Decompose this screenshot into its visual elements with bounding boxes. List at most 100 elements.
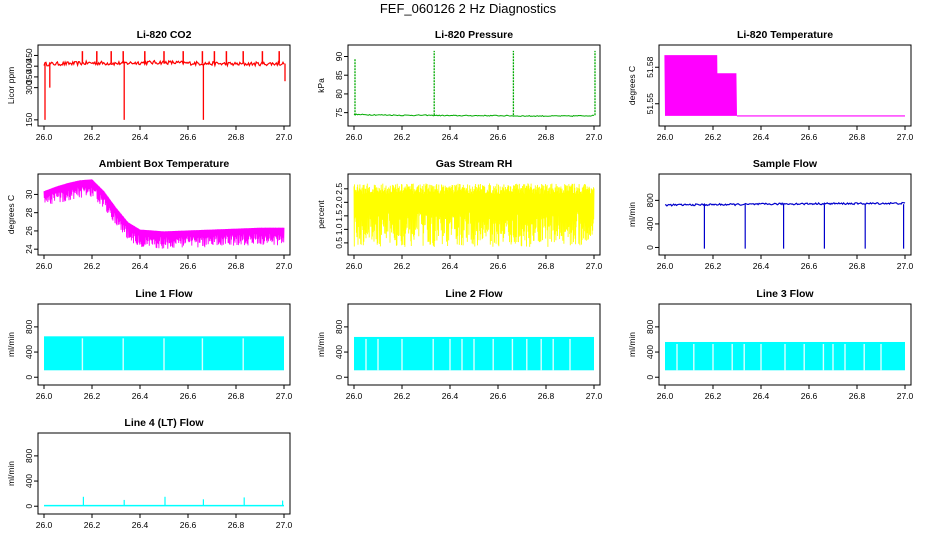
x-tick-label: 26.4 bbox=[132, 132, 149, 142]
x-axis: 26.0 26.2 26.4 26.6 26.8 27.0 bbox=[657, 126, 914, 142]
x-tick-label: 26.2 bbox=[705, 261, 722, 271]
x-axis: 26.0 26.2 26.4 26.6 26.8 27.0 bbox=[657, 255, 914, 271]
y-axis-label: ml/min bbox=[316, 332, 326, 357]
x-tick-label: 26.0 bbox=[36, 391, 53, 401]
panel-title: Gas Stream RH bbox=[436, 158, 512, 170]
plot-frame bbox=[658, 44, 912, 127]
y-tick-label: 28 bbox=[24, 208, 34, 218]
x-tick-label: 26.0 bbox=[657, 261, 674, 271]
plot-frame bbox=[37, 432, 291, 515]
x-tick-label: 26.4 bbox=[753, 391, 770, 401]
y-axis-label: Licor ppm bbox=[6, 67, 16, 104]
y-tick-label: 2.5 bbox=[334, 183, 344, 195]
y-tick-label: 30 bbox=[24, 189, 34, 199]
x-tick-label: 26.8 bbox=[538, 391, 555, 401]
x-tick-label: 26.2 bbox=[84, 132, 101, 142]
plot-frame bbox=[37, 303, 291, 386]
y-tick-label: 0 bbox=[334, 375, 344, 380]
y-tick-label: 400 bbox=[24, 345, 34, 359]
y-tick-label: 300 bbox=[24, 80, 34, 94]
y-tick-label: 150 bbox=[24, 112, 34, 126]
x-tick-label: 26.0 bbox=[346, 132, 363, 142]
y-tick-label: 85 bbox=[334, 70, 344, 80]
x-tick-label: 26.0 bbox=[346, 391, 363, 401]
x-tick-label: 27.0 bbox=[897, 261, 914, 271]
y-tick-label: 400 bbox=[645, 217, 655, 231]
x-tick-label: 26.8 bbox=[228, 391, 245, 401]
x-tick-label: 26.2 bbox=[84, 520, 101, 530]
y-axis-label: ml/min bbox=[6, 332, 16, 357]
y-axis: 0 400 800 bbox=[24, 320, 38, 380]
plot-frame bbox=[347, 303, 601, 386]
y-axis-label: ml/min bbox=[627, 202, 637, 227]
x-tick-label: 26.8 bbox=[228, 261, 245, 271]
y-axis: 75 80 85 90 bbox=[334, 51, 348, 117]
panel-title: Li-820 Pressure bbox=[435, 29, 513, 41]
x-axis: 26.0 26.2 26.4 26.6 26.8 27.0 bbox=[346, 126, 603, 142]
x-tick-label: 26.8 bbox=[849, 391, 866, 401]
rh-trace bbox=[353, 183, 595, 247]
panel-title: Line 2 Flow bbox=[445, 288, 503, 300]
x-tick-label: 27.0 bbox=[586, 391, 603, 401]
x-tick-label: 26.8 bbox=[849, 132, 866, 142]
x-axis: 26.0 26.2 26.4 26.6 26.8 27.0 bbox=[36, 126, 293, 142]
y-tick-label: 800 bbox=[645, 193, 655, 207]
x-tick-label: 26.6 bbox=[490, 391, 507, 401]
x-tick-label: 26.6 bbox=[801, 132, 818, 142]
y-axis: 0 400 800 bbox=[334, 320, 348, 380]
figure-title: FEF_060126 2 Hz Diagnostics bbox=[379, 1, 557, 16]
y-tick-label: 51.55 bbox=[645, 93, 655, 115]
y-axis: 0 400 800 bbox=[645, 193, 659, 250]
series-line bbox=[353, 50, 596, 118]
y-tick-label: 75 bbox=[334, 108, 344, 118]
y-tick-label: 24 bbox=[24, 244, 34, 254]
series-line bbox=[353, 183, 595, 247]
x-tick-label: 26.4 bbox=[442, 261, 459, 271]
x-tick-label: 26.2 bbox=[705, 391, 722, 401]
x-tick-label: 26.8 bbox=[538, 261, 555, 271]
x-tick-label: 26.6 bbox=[180, 520, 197, 530]
y-tick-label: 80 bbox=[334, 89, 344, 99]
x-tick-label: 26.0 bbox=[346, 261, 363, 271]
x-tick-label: 26.2 bbox=[394, 261, 411, 271]
x-tick-label: 26.2 bbox=[394, 132, 411, 142]
x-tick-label: 26.8 bbox=[849, 261, 866, 271]
y-axis-label: ml/min bbox=[627, 332, 637, 357]
panel-li-820-pressure: Li-820 Pressure 26.0 26.2 26.4 26.6 26.8 27.0 7… bbox=[316, 29, 603, 142]
x-tick-label: 26.8 bbox=[228, 520, 245, 530]
series-line bbox=[354, 336, 594, 371]
box-temp-trace bbox=[43, 179, 285, 249]
x-axis: 26.0 26.2 26.4 26.6 26.8 27.0 bbox=[657, 385, 914, 401]
x-tick-label: 26.2 bbox=[394, 391, 411, 401]
x-axis: 26.0 26.2 26.4 26.6 26.8 27.0 bbox=[36, 514, 293, 530]
x-tick-label: 26.0 bbox=[36, 261, 53, 271]
x-tick-label: 26.4 bbox=[132, 520, 149, 530]
panel-title: Line 1 Flow bbox=[135, 288, 193, 300]
y-tick-label: 400 bbox=[24, 474, 34, 488]
x-tick-label: 26.6 bbox=[180, 391, 197, 401]
panel-title: Sample Flow bbox=[753, 158, 818, 170]
panel-title: Li-820 CO2 bbox=[137, 29, 192, 41]
x-tick-label: 26.2 bbox=[84, 261, 101, 271]
x-tick-label: 26.6 bbox=[180, 261, 197, 271]
panel-line-4-lt-flow: Line 4 (LT) Flow 26.0 26.2 26.4 26.6 26.8 27.0… bbox=[6, 417, 293, 530]
x-tick-label: 26.6 bbox=[490, 261, 507, 271]
y-tick-label: 2.0 bbox=[334, 196, 344, 208]
x-tick-label: 27.0 bbox=[276, 132, 293, 142]
y-axis: 0 400 800 bbox=[24, 449, 38, 509]
x-tick-label: 26.0 bbox=[36, 132, 53, 142]
x-tick-label: 27.0 bbox=[897, 391, 914, 401]
y-tick-label: 800 bbox=[24, 449, 34, 463]
plot-frame bbox=[37, 44, 291, 127]
series-line bbox=[664, 55, 905, 117]
y-axis: 0 400 800 bbox=[645, 320, 659, 380]
x-tick-label: 26.0 bbox=[657, 391, 674, 401]
y-tick-label: 800 bbox=[334, 320, 344, 334]
series-line bbox=[43, 51, 286, 120]
panel-sample-flow: Sample Flow 26.0 26.2 26.4 26.6 26.8 27.0 0 400 8… bbox=[627, 158, 914, 271]
x-tick-label: 26.4 bbox=[442, 391, 459, 401]
x-tick-label: 26.4 bbox=[132, 261, 149, 271]
y-axis: 0.5 1.01.5 2.02.5 bbox=[334, 183, 348, 249]
